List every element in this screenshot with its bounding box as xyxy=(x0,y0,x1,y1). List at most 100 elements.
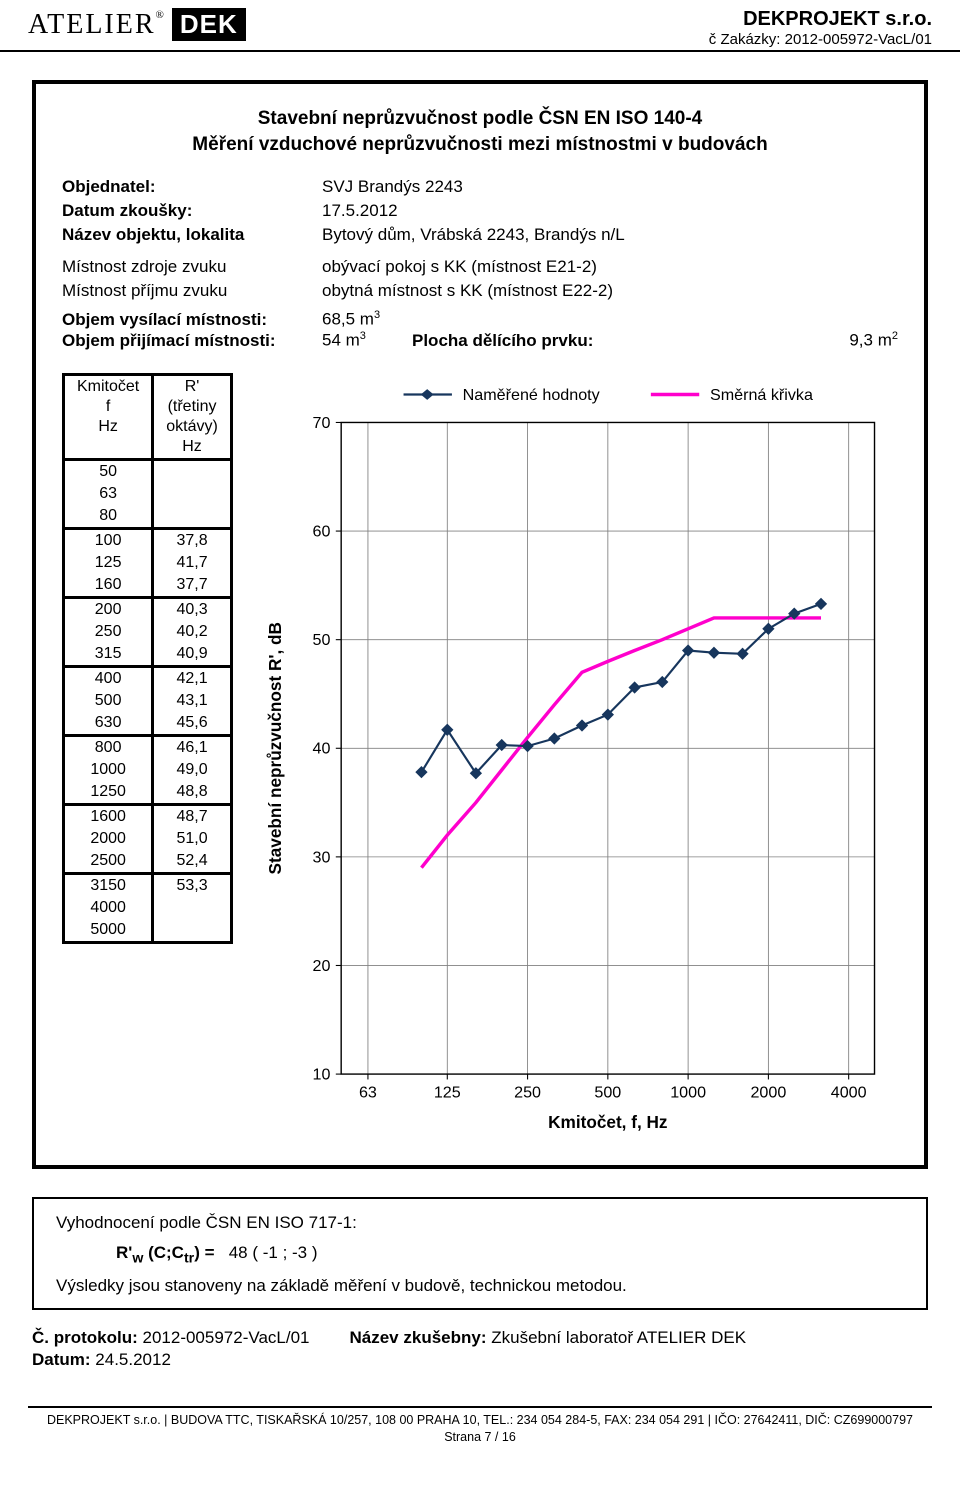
protocol-no: Č. protokolu: 2012-005972-VacL/01 xyxy=(32,1328,310,1348)
logo-atelier-text: ATELIER® xyxy=(28,9,166,41)
table-row: 160048,7 xyxy=(64,806,232,828)
page: ATELIER® DEK DEKPROJEKT s.r.o. č Zakázky… xyxy=(0,0,960,1460)
evaluation-box: Vyhodnocení podle ČSN EN ISO 717-1: R'w … xyxy=(32,1197,928,1310)
eval-heading: Vyhodnocení podle ČSN EN ISO 717-1: xyxy=(56,1213,904,1233)
cell-r xyxy=(153,897,232,919)
svg-text:60: 60 xyxy=(312,522,330,540)
svg-text:500: 500 xyxy=(594,1083,621,1101)
vysilaci-label: Objem vysílací místnosti: xyxy=(62,310,322,330)
zdroj-label: Místnost zdroje zvuku xyxy=(62,257,322,277)
svg-text:10: 10 xyxy=(312,1065,330,1083)
cell-r: 52,4 xyxy=(153,850,232,874)
cell-r: 40,9 xyxy=(153,643,232,667)
table-row: 50 xyxy=(64,459,232,483)
table-row: 200051,0 xyxy=(64,828,232,850)
cell-r xyxy=(153,505,232,529)
header-right: DEKPROJEKT s.r.o. č Zakázky: 2012-005972… xyxy=(709,8,932,48)
cell-r: 37,8 xyxy=(153,530,232,552)
table-row: 10037,8 xyxy=(64,530,232,552)
cell-f: 400 xyxy=(64,668,153,690)
title-line-2: Měření vzduchové neprůzvučnosti mezi mís… xyxy=(62,132,898,158)
cell-f: 50 xyxy=(64,459,153,483)
datum-zk-label: Datum zkoušky: xyxy=(62,201,322,221)
chart: 1020304050607063125250500100020004000Kmi… xyxy=(253,373,898,1147)
svg-text:125: 125 xyxy=(434,1083,461,1101)
svg-text:20: 20 xyxy=(312,956,330,974)
cell-r: 41,7 xyxy=(153,552,232,574)
lab-name: Název zkušebny: Zkušební laboratoř ATELI… xyxy=(350,1328,747,1348)
table-row: 63045,6 xyxy=(64,712,232,736)
vysilaci-value: 68,5 m3 xyxy=(322,309,412,330)
cell-r: 51,0 xyxy=(153,828,232,850)
cell-f: 100 xyxy=(64,530,153,552)
cell-r xyxy=(153,919,232,943)
cell-f: 800 xyxy=(64,737,153,759)
prijimaci-value: 54 m3 xyxy=(322,330,412,351)
frequency-table: Kmitočet f Hz R' (třetiny oktávy) Hz 50 … xyxy=(62,373,233,944)
nazev-value: Bytový dům, Vrábská 2243, Brandýs n/L xyxy=(322,225,898,245)
table-row: 31540,9 xyxy=(64,643,232,667)
cell-f: 3150 xyxy=(64,875,153,897)
cell-f: 5000 xyxy=(64,919,153,943)
objednatel-value: SVJ Brandýs 2243 xyxy=(322,177,898,197)
cell-r: 48,7 xyxy=(153,806,232,828)
cell-f: 1000 xyxy=(64,759,153,781)
svg-text:40: 40 xyxy=(312,739,330,757)
cell-r: 48,8 xyxy=(153,781,232,805)
cell-r: 40,2 xyxy=(153,621,232,643)
plocha-label: Plocha dělícího prvku: xyxy=(412,331,622,351)
page-header: ATELIER® DEK DEKPROJEKT s.r.o. č Zakázky… xyxy=(0,0,960,52)
svg-text:30: 30 xyxy=(312,848,330,866)
svg-text:70: 70 xyxy=(312,413,330,431)
objednatel-label: Objednatel: xyxy=(62,177,322,197)
table-row: 63 xyxy=(64,483,232,505)
cell-f: 125 xyxy=(64,552,153,574)
datum-zk-value: 17.5.2012 xyxy=(322,201,898,221)
cell-r: 45,6 xyxy=(153,712,232,736)
svg-text:250: 250 xyxy=(514,1083,541,1101)
vysilaci-row: Objem vysílací místnosti: 68,5 m3 xyxy=(62,309,898,330)
cell-r: 40,3 xyxy=(153,599,232,621)
cell-r: 42,1 xyxy=(153,668,232,690)
footer-line-2: Strana 7 / 16 xyxy=(28,1429,932,1446)
cell-r: 49,0 xyxy=(153,759,232,781)
table-row: 25040,2 xyxy=(64,621,232,643)
table-row: 16037,7 xyxy=(64,574,232,598)
cell-f: 315 xyxy=(64,643,153,667)
cell-f: 63 xyxy=(64,483,153,505)
table-row: 20040,3 xyxy=(64,599,232,621)
cell-f: 4000 xyxy=(64,897,153,919)
prijimaci-row: Objem přijímací místnosti: 54 m3 Plocha … xyxy=(62,330,898,351)
meta-block-1: Objednatel: SVJ Brandýs 2243 Datum zkouš… xyxy=(62,177,898,245)
cell-f: 630 xyxy=(64,712,153,736)
content-row: Kmitočet f Hz R' (třetiny oktávy) Hz 50 … xyxy=(62,373,898,1147)
prijmu-label: Místnost příjmu zvuku xyxy=(62,281,322,301)
cell-r: 46,1 xyxy=(153,737,232,759)
cell-f: 2500 xyxy=(64,850,153,874)
svg-text:63: 63 xyxy=(359,1083,377,1101)
cell-r: 37,7 xyxy=(153,574,232,598)
col-f-header: Kmitočet f Hz xyxy=(64,374,153,459)
svg-text:Směrná křivka: Směrná křivka xyxy=(710,385,813,403)
svg-text:50: 50 xyxy=(312,631,330,649)
prijmu-value: obytná místnost s KK (místnost E22-2) xyxy=(322,281,898,301)
table-row: 125048,8 xyxy=(64,781,232,805)
cell-r xyxy=(153,459,232,483)
prijimaci-label: Objem přijímací místnosti: xyxy=(62,331,322,351)
table-row: 12541,7 xyxy=(64,552,232,574)
footer-line-1: DEKPROJEKT s.r.o. | BUDOVA TTC, TISKAŘSK… xyxy=(28,1412,932,1429)
report-frame: Stavební neprůzvučnost podle ČSN EN ISO … xyxy=(32,80,928,1169)
cell-f: 1250 xyxy=(64,781,153,805)
cell-f: 2000 xyxy=(64,828,153,850)
page-footer: DEKPROJEKT s.r.o. | BUDOVA TTC, TISKAŘSK… xyxy=(28,1406,932,1460)
col-r-header: R' (třetiny oktávy) Hz xyxy=(153,374,232,459)
table-row: 80 xyxy=(64,505,232,529)
datum-row: Datum: 24.5.2012 xyxy=(32,1350,928,1370)
cell-r xyxy=(153,483,232,505)
table-row: 40042,1 xyxy=(64,668,232,690)
nazev-label: Název objektu, lokalita xyxy=(62,225,322,245)
cell-f: 1600 xyxy=(64,806,153,828)
zdroj-value: obývací pokoj s KK (místnost E21-2) xyxy=(322,257,898,277)
svg-text:1000: 1000 xyxy=(670,1083,706,1101)
eval-formula: R'w (C;Ctr) = 48 ( -1 ; -3 ) xyxy=(116,1243,904,1266)
